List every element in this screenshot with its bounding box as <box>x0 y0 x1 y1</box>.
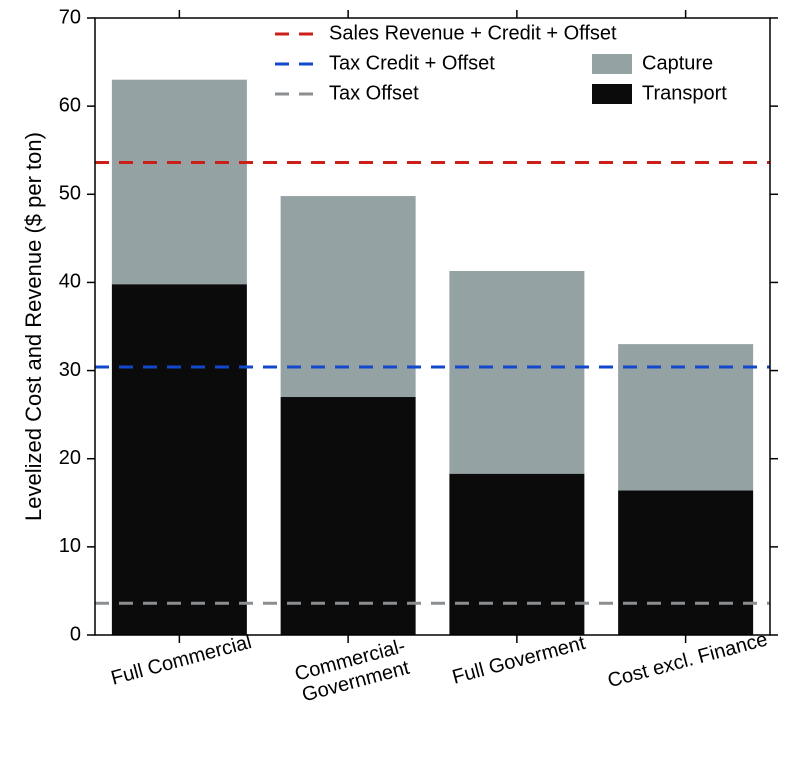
ytick-label: 10 <box>59 535 81 557</box>
bar-transport <box>618 490 753 635</box>
ytick-label: 50 <box>59 183 81 205</box>
legend-swatch-capture <box>592 54 632 74</box>
chart-svg: 0 10 20 30 40 50 60 70 Levelized Cost and Revenu… <box>0 0 793 764</box>
bar-transport <box>112 284 247 635</box>
bar-transport <box>449 474 584 635</box>
bar-transport <box>281 397 416 635</box>
legend-label: Capture <box>642 52 713 74</box>
ytick-label: 70 <box>59 6 81 28</box>
legend-label: Transport <box>642 82 727 104</box>
legend-label: Tax Offset <box>329 82 419 104</box>
legend-label: Tax Credit + Offset <box>329 52 495 74</box>
bar-capture <box>449 271 584 474</box>
legend-swatch-transport <box>592 84 632 104</box>
ytick-label: 20 <box>59 447 81 469</box>
ytick-label: 0 <box>70 623 81 645</box>
ytick-label: 30 <box>59 359 81 381</box>
legend-label: Sales Revenue + Credit + Offset <box>329 22 617 44</box>
ytick-label: 60 <box>59 94 81 116</box>
chart-container: 0 10 20 30 40 50 60 70 Levelized Cost and Revenu… <box>0 0 793 764</box>
bar-capture <box>112 80 247 284</box>
y-axis-title: Levelized Cost and Revenue ($ per ton) <box>21 132 46 521</box>
ytick-label: 40 <box>59 271 81 293</box>
